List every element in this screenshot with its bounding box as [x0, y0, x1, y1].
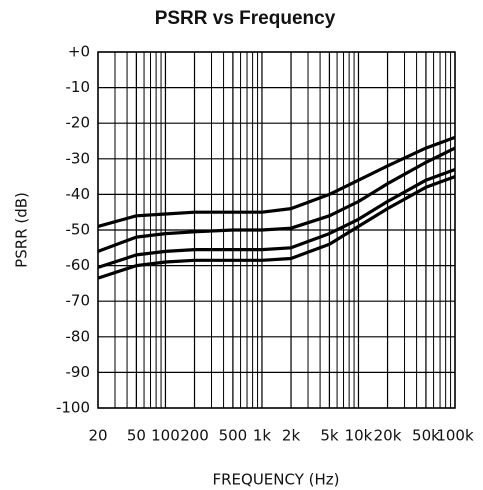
y-tick-label: -20 [66, 114, 91, 132]
x-tick-label: 1k [253, 427, 272, 445]
x-tick-label: 5k [320, 427, 339, 445]
x-tick-label: 2k [282, 427, 301, 445]
x-axis-label: FREQUENCY (Hz) [212, 471, 339, 489]
y-tick-label: -40 [66, 185, 91, 203]
y-tick-label: -30 [66, 149, 91, 167]
y-tick-label: -100 [56, 399, 90, 417]
plot-frame [97, 51, 456, 409]
y-axis-label: PSRR (dB) [13, 192, 31, 268]
y-tick-label: -60 [66, 256, 91, 274]
series-line [97, 146, 456, 253]
x-tick-label: 50k [412, 427, 440, 445]
x-tick-label: 200 [180, 427, 209, 445]
series-line [97, 175, 456, 280]
series-line [97, 135, 456, 228]
x-tick-label: 100 [151, 427, 180, 445]
x-tick-label: 50 [127, 427, 146, 445]
y-tick-label: -50 [66, 221, 91, 239]
x-tick-label: 20 [88, 427, 107, 445]
x-tick-label: 10k [345, 427, 373, 445]
y-tick-label: -10 [66, 78, 91, 96]
y-tick-label: -90 [66, 363, 91, 381]
x-tick-label: 20k [374, 427, 402, 445]
chart-title: PSRR vs Frequency [155, 8, 336, 29]
series-line [97, 167, 456, 269]
x-tick-label: 500 [219, 427, 248, 445]
y-tick-label: +0 [68, 43, 90, 61]
x-tick-label: 100k [436, 427, 474, 445]
y-tick-label: -70 [66, 292, 91, 310]
y-tick-label: -80 [66, 327, 91, 345]
